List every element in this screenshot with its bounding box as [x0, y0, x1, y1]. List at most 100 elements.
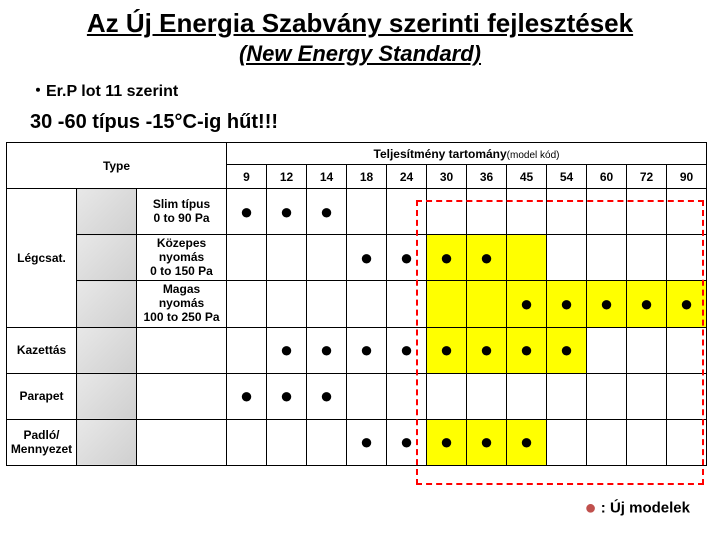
dot-icon: ● [600, 291, 613, 316]
data-cell: ● [227, 189, 267, 235]
dot-icon: ● [560, 337, 573, 362]
subtype-label [137, 419, 227, 465]
data-cell [587, 327, 627, 373]
dot-icon: ● [560, 291, 573, 316]
col-header: 9 [227, 165, 267, 189]
data-cell [227, 327, 267, 373]
data-cell: ● [307, 189, 347, 235]
subtype-label [137, 327, 227, 373]
type-header: Type [7, 143, 227, 189]
data-cell [227, 419, 267, 465]
dot-icon: ● [280, 383, 293, 408]
data-cell [627, 419, 667, 465]
data-cell [667, 235, 707, 281]
data-cell [547, 189, 587, 235]
col-header: 72 [627, 165, 667, 189]
data-cell [627, 373, 667, 419]
dot-icon: ● [400, 245, 413, 270]
data-cell [467, 373, 507, 419]
dot-icon: ● [520, 337, 533, 362]
col-header: 45 [507, 165, 547, 189]
data-cell [307, 281, 347, 327]
data-cell [267, 281, 307, 327]
data-cell [427, 281, 467, 327]
note-line: 30 -60 típus -15°C-ig hűt!!! [0, 111, 720, 134]
dot-icon: ● [480, 429, 493, 454]
dot-icon: ● [640, 291, 653, 316]
subtype-label: Magas nyomás 100 to 250 Pa [137, 281, 227, 327]
product-image [77, 373, 137, 419]
data-cell: ● [267, 189, 307, 235]
dot-icon: ● [400, 337, 413, 362]
product-image [77, 419, 137, 465]
col-header: 30 [427, 165, 467, 189]
legend-label: Új modelek [610, 499, 690, 516]
data-cell [267, 235, 307, 281]
dot-icon: ● [480, 245, 493, 270]
data-cell [667, 189, 707, 235]
data-cell: ● [467, 419, 507, 465]
subtype-label: Slim típus 0 to 90 Pa [137, 189, 227, 235]
dot-icon: ● [480, 337, 493, 362]
data-cell: ● [267, 327, 307, 373]
data-cell [667, 373, 707, 419]
dot-icon: ● [360, 429, 373, 454]
data-cell [467, 189, 507, 235]
data-cell [587, 373, 627, 419]
subtype-label [137, 373, 227, 419]
dot-icon: ● [520, 291, 533, 316]
data-cell [267, 419, 307, 465]
data-cell: ● [467, 235, 507, 281]
data-cell: ● [227, 373, 267, 419]
data-cell [307, 235, 347, 281]
product-image [77, 235, 137, 281]
bullet-line: ・Er.P lot 11 szerint [0, 77, 720, 101]
data-cell: ● [507, 327, 547, 373]
data-cell [587, 235, 627, 281]
product-image [77, 281, 137, 327]
data-cell: ● [307, 327, 347, 373]
col-header: 90 [667, 165, 707, 189]
data-cell [387, 373, 427, 419]
data-cell [667, 327, 707, 373]
data-cell [667, 419, 707, 465]
data-cell [427, 189, 467, 235]
data-cell [627, 189, 667, 235]
dot-icon: ● [360, 337, 373, 362]
data-cell [507, 235, 547, 281]
data-cell [347, 189, 387, 235]
data-cell: ● [507, 419, 547, 465]
dot-icon: ● [320, 337, 333, 362]
dot-icon: ● [240, 199, 253, 224]
data-cell: ● [307, 373, 347, 419]
category-label: Légcsat. [7, 189, 77, 328]
dot-icon: ● [320, 199, 333, 224]
data-cell [347, 281, 387, 327]
data-cell: ● [347, 327, 387, 373]
data-cell: ● [267, 373, 307, 419]
data-cell: ● [387, 419, 427, 465]
data-cell: ● [547, 281, 587, 327]
category-label: Padló/ Mennyezet [7, 419, 77, 465]
dot-icon: ● [440, 429, 453, 454]
data-cell: ● [627, 281, 667, 327]
dot-icon: ● [240, 383, 253, 408]
page-subtitle: (New Energy Standard) [0, 41, 720, 67]
product-image [77, 189, 137, 235]
data-cell [587, 189, 627, 235]
dot-icon: ● [520, 429, 533, 454]
data-cell [347, 373, 387, 419]
col-header: 14 [307, 165, 347, 189]
dot-icon: ● [320, 383, 333, 408]
col-header: 36 [467, 165, 507, 189]
data-cell: ● [507, 281, 547, 327]
data-cell [387, 189, 427, 235]
page-title: Az Új Energia Szabvány szerinti fejleszt… [0, 0, 720, 41]
data-cell: ● [587, 281, 627, 327]
col-header: 54 [547, 165, 587, 189]
dot-icon: ● [360, 245, 373, 270]
dot-icon: ● [400, 429, 413, 454]
col-header: 18 [347, 165, 387, 189]
data-cell [307, 419, 347, 465]
data-cell [507, 189, 547, 235]
